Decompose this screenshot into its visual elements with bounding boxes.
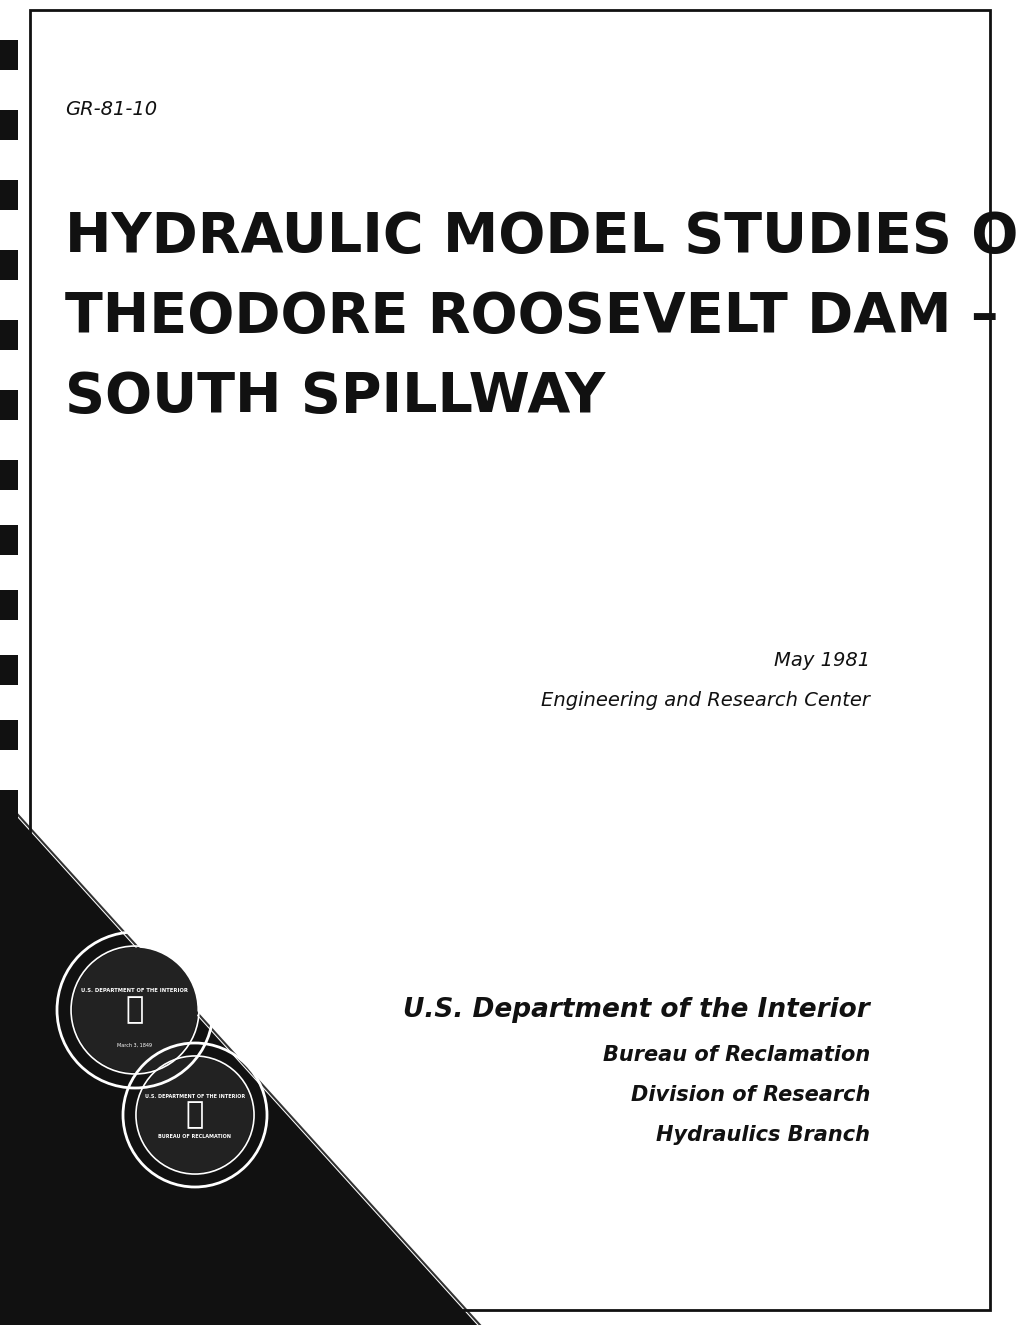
Bar (0, 390, 18, 420)
Bar (0, 321, 18, 350)
Bar (0, 180, 18, 209)
Text: March 3, 1849: March 3, 1849 (117, 1043, 153, 1048)
Bar (0, 655, 18, 685)
Text: THEODORE ROOSEVELT DAM –: THEODORE ROOSEVELT DAM – (65, 290, 998, 344)
Text: BUREAU OF RECLAMATION: BUREAU OF RECLAMATION (158, 1134, 231, 1140)
Text: U.S. DEPARTMENT OF THE INTERIOR: U.S. DEPARTMENT OF THE INTERIOR (82, 988, 189, 992)
Text: HYDRAULIC MODEL STUDIES OF: HYDRAULIC MODEL STUDIES OF (65, 209, 1019, 264)
Text: Division of Research: Division of Research (630, 1085, 869, 1105)
Bar (0, 110, 18, 140)
Bar (0, 719, 18, 750)
Circle shape (72, 947, 198, 1072)
Text: Engineering and Research Center: Engineering and Research Center (541, 690, 869, 709)
Bar (0, 918, 18, 947)
Text: U.S. DEPARTMENT OF THE INTERIOR: U.S. DEPARTMENT OF THE INTERIOR (145, 1094, 245, 1100)
Bar (0, 1246, 18, 1275)
Bar (0, 855, 18, 885)
Bar (0, 590, 18, 620)
Text: U.S. Department of the Interior: U.S. Department of the Interior (403, 996, 869, 1023)
Text: May 1981: May 1981 (773, 651, 869, 669)
Text: 🦬: 🦬 (125, 995, 144, 1024)
Polygon shape (0, 795, 480, 1325)
Text: Bureau of Reclamation: Bureau of Reclamation (602, 1045, 869, 1065)
Text: GR-81-10: GR-81-10 (65, 99, 157, 119)
Bar (0, 460, 18, 490)
Text: SOUTH SPILLWAY: SOUTH SPILLWAY (65, 370, 604, 424)
Bar (0, 1040, 18, 1071)
Bar (0, 790, 18, 820)
Bar (0, 1170, 18, 1200)
Bar (0, 40, 18, 70)
Text: Hydraulics Branch: Hydraulics Branch (655, 1125, 869, 1145)
Circle shape (138, 1057, 253, 1173)
Bar (0, 1105, 18, 1136)
Bar (0, 525, 18, 555)
Bar (0, 250, 18, 280)
Text: 💧: 💧 (185, 1101, 204, 1129)
Bar (0, 980, 18, 1010)
